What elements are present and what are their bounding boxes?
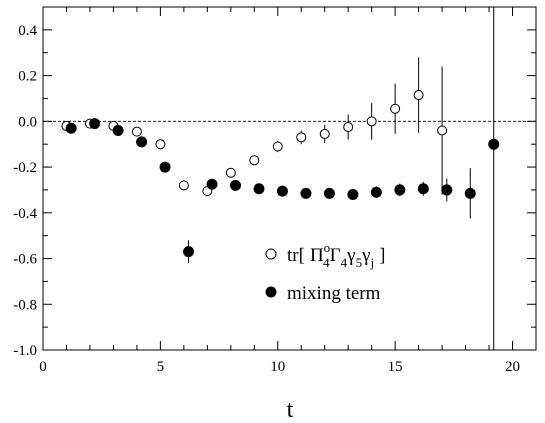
- legend-trace-pi-sup: o: [324, 240, 331, 255]
- axis-ticks: 0 5 10 15 20 -1.0 -0.8 -0.6 -0.4 -0.2 0.0 0.2 0.4: [13, 7, 536, 375]
- plot-frame: [42, 6, 537, 351]
- data-point-filled: [89, 118, 101, 130]
- data-point-open: [155, 139, 166, 150]
- y-tick-label: -0.4: [13, 206, 37, 222]
- x-axis-label: t: [287, 397, 294, 423]
- legend-trace-gamma5-sub: 5: [356, 255, 363, 270]
- data-point-filled: [206, 178, 218, 190]
- series-mixing-term: [65, 7, 500, 350]
- legend-label-trace: tr[Πo 4Γ4γ5γj]: [287, 240, 385, 270]
- data-point-filled: [441, 184, 453, 196]
- x-tick-label: 0: [39, 359, 47, 375]
- series-trace: [61, 57, 448, 197]
- data-point-open: [225, 167, 236, 178]
- data-point-filled: [488, 138, 500, 150]
- data-point-filled: [347, 189, 359, 201]
- y-tick-label: -0.2: [13, 160, 37, 176]
- data-point-filled: [323, 187, 335, 199]
- legend-trace-gamma: Γ: [330, 245, 341, 266]
- data-point-open: [366, 116, 377, 127]
- data-point-filled: [136, 136, 148, 148]
- data-point-open: [296, 132, 307, 143]
- legend: tr[Πo 4Γ4γ5γj] mixing term: [265, 240, 385, 304]
- data-point-open: [178, 180, 189, 191]
- legend-trace-suffix: ]: [379, 245, 385, 266]
- legend-marker-filled-circle: [265, 286, 277, 298]
- x-tick-label: 5: [157, 359, 165, 375]
- data-point-filled: [394, 184, 406, 196]
- legend-item-trace: tr[Πo 4Γ4γ5γj]: [265, 240, 385, 270]
- data-point-open: [272, 141, 283, 152]
- data-point-filled: [417, 183, 429, 195]
- data-point-open: [437, 125, 448, 136]
- legend-trace-pi-sub: 4: [323, 255, 330, 270]
- data-point-filled: [159, 161, 171, 173]
- x-tick-label: 15: [388, 359, 403, 375]
- legend-trace-prefix: tr[: [287, 245, 305, 266]
- legend-trace-gammaj-sub: j: [369, 255, 374, 270]
- legend-marker-open-circle: [265, 248, 277, 260]
- data-point-filled: [464, 187, 476, 199]
- data-point-filled: [370, 186, 382, 198]
- y-tick-label: 0.2: [18, 69, 37, 85]
- data-point-filled: [300, 187, 312, 199]
- legend-trace-gammaj: γ: [361, 245, 370, 266]
- x-tick-label: 20: [505, 359, 520, 375]
- x-tick-label: 10: [270, 359, 285, 375]
- data-point-open: [413, 90, 424, 101]
- data-point-open: [390, 103, 401, 114]
- y-tick-label: -0.8: [13, 297, 37, 313]
- data-series: [61, 7, 500, 350]
- legend-trace-gamma5: γ: [346, 245, 355, 266]
- data-point-open: [131, 126, 142, 137]
- data-point-filled: [65, 122, 77, 134]
- y-tick-label: -0.6: [13, 252, 37, 268]
- data-point-filled: [112, 124, 124, 136]
- y-tick-label: 0.0: [18, 114, 37, 130]
- data-point-filled: [276, 185, 288, 197]
- data-point-open: [343, 122, 354, 133]
- y-tick-label: 0.4: [18, 23, 37, 39]
- data-point-filled: [230, 179, 242, 191]
- data-point-open: [319, 128, 330, 139]
- legend-trace-pi: Π: [310, 245, 324, 266]
- data-point-filled: [253, 183, 265, 195]
- data-point-open: [249, 155, 260, 166]
- legend-label-mixing-term: mixing term: [287, 283, 381, 304]
- legend-trace-gamma-sub: 4: [341, 255, 348, 270]
- y-tick-label: -1.0: [13, 343, 37, 359]
- data-point-filled: [183, 246, 195, 258]
- legend-item-mixing-term: mixing term: [265, 283, 381, 304]
